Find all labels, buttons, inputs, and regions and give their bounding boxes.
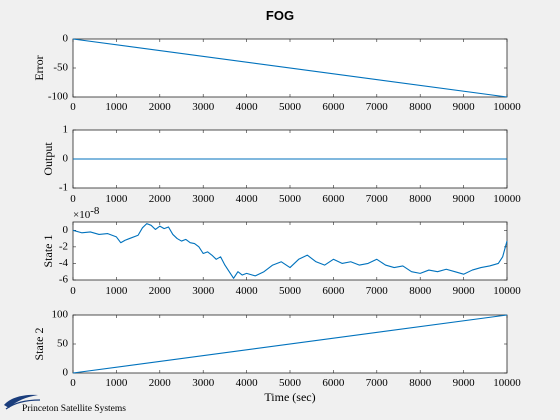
output-xtick-label-5: 5000: [279, 193, 302, 205]
output-xtick-label-10: 10000: [493, 193, 521, 205]
state2-y-axis-label: State 2: [32, 328, 46, 361]
error-xtick-label-10: 10000: [493, 101, 521, 113]
output-xtick-label-4: 4000: [236, 193, 259, 205]
error-series-line: [72, 38, 508, 98]
output-xtick-label-9: 9000: [453, 193, 476, 205]
state2-ytick-label-1: 50: [57, 338, 69, 350]
output-xtick-label-1: 1000: [105, 193, 128, 205]
state2-x-ticks: 0 1000 2000 3000 4000 5000 6000 7000 800…: [70, 377, 521, 389]
state1-xtick-label-1: 1000: [105, 285, 128, 297]
state1-exponent-label: ×10-8: [73, 205, 100, 221]
error-ytick-label-2: -100: [48, 91, 69, 103]
state2-xtick-label-5: 5000: [279, 377, 302, 389]
error-y-axis-label: Error: [32, 55, 46, 80]
error-xtick-label-2: 2000: [149, 101, 172, 113]
output-xtick-label-2: 2000: [149, 193, 172, 205]
state1-y-axis-label: State 1: [41, 235, 55, 268]
state2-xtick-label-7: 7000: [366, 377, 389, 389]
output-xtick-label-8: 8000: [409, 193, 432, 205]
subplot-error: 0 -50 -100 0 1000 2000 3000 4000 5000 60…: [32, 33, 521, 113]
state1-ytick-label-3: -6: [59, 274, 69, 286]
error-xtick-label-6: 6000: [322, 101, 345, 113]
state2-xtick-label-9: 9000: [453, 377, 476, 389]
pss-logo-arc-icon: [5, 399, 41, 410]
output-ytick-label-1: 0: [63, 153, 69, 165]
axes-state1-frame: [72, 221, 508, 281]
output-ytick-label-2: -1: [59, 182, 68, 194]
output-xtick-label-7: 7000: [366, 193, 389, 205]
error-xtick-label-8: 8000: [409, 101, 432, 113]
pss-logo-text: Princeton Satellite Systems: [22, 404, 126, 414]
subplot-state-2: 100 50 0 0 1000 2000 3000 4000 5000 6000…: [32, 309, 521, 389]
output-x-ticks: 0 1000 2000 3000 4000 5000 6000 7000 800…: [70, 193, 521, 205]
state1-ytick-label-0: 0: [63, 224, 69, 236]
state1-xtick-label-9: 9000: [453, 285, 476, 297]
output-y-axis-label: Output: [41, 142, 55, 176]
error-xtick-label-4: 4000: [236, 101, 259, 113]
state1-xtick-label-4: 4000: [236, 285, 259, 297]
state1-xtick-label-8: 8000: [409, 285, 432, 297]
error-xtick-label-7: 7000: [366, 101, 389, 113]
pss-logo: Princeton Satellite Systems: [4, 394, 126, 414]
error-x-ticks: 0 1000 2000 3000 4000 5000 6000 7000 800…: [70, 101, 521, 113]
output-y-ticks: 1 0 -1: [59, 124, 69, 194]
state2-xtick-label-4: 4000: [236, 377, 259, 389]
state1-xtick-label-10: 10000: [493, 285, 521, 297]
output-xtick-label-6: 6000: [322, 193, 345, 205]
error-xtick-label-1: 1000: [105, 101, 128, 113]
state2-xtick-label-2: 2000: [149, 377, 172, 389]
state1-series-line: [72, 223, 508, 279]
state2-series-line: [72, 314, 508, 374]
x-axis-label: Time (sec): [264, 390, 315, 404]
state2-ytick-label-2: 0: [63, 367, 69, 379]
state2-xtick-label-8: 8000: [409, 377, 432, 389]
subplot-output: 1 0 -1 0 1000 2000 3000 4000 5000 6000 7…: [41, 124, 521, 205]
state2-xtick-label-1: 1000: [105, 377, 128, 389]
output-xtick-label-3: 3000: [192, 193, 215, 205]
error-xtick-label-3: 3000: [192, 101, 215, 113]
state1-xtick-label-3: 3000: [192, 285, 215, 297]
state2-xtick-label-0: 0: [70, 377, 76, 389]
error-xtick-label-9: 9000: [453, 101, 476, 113]
state1-xtick-label-0: 0: [70, 285, 76, 297]
state1-ytick-label-1: -2: [59, 240, 68, 252]
error-xtick-label-5: 5000: [279, 101, 302, 113]
state2-y-ticks: 100 50 0: [52, 309, 69, 379]
figure-title: FOG: [266, 8, 294, 23]
subplot-state-1: ×10-8 0 -2 -4 -6 0 1000 2000 3000 4000 5…: [41, 205, 521, 297]
error-ytick-label-0: 0: [63, 33, 69, 45]
state2-xtick-label-3: 3000: [192, 377, 215, 389]
state2-xtick-label-10: 10000: [493, 377, 521, 389]
error-y-ticks: 0 -50 -100: [48, 33, 69, 103]
error-xtick-label-0: 0: [70, 101, 76, 113]
error-ytick-label-1: -50: [53, 62, 68, 74]
output-xtick-label-0: 0: [70, 193, 76, 205]
state2-xtick-label-6: 6000: [322, 377, 345, 389]
state1-xtick-label-5: 5000: [279, 285, 302, 297]
state1-xtick-label-6: 6000: [322, 285, 345, 297]
state1-y-ticks: 0 -2 -4 -6: [59, 224, 69, 286]
state1-x-ticks: 0 1000 2000 3000 4000 5000 6000 7000 800…: [70, 285, 521, 297]
state2-ytick-label-0: 100: [52, 309, 69, 321]
state1-xtick-label-2: 2000: [149, 285, 172, 297]
output-ytick-label-0: 1: [63, 124, 69, 136]
state1-xtick-label-7: 7000: [366, 285, 389, 297]
state1-ytick-label-2: -4: [59, 257, 69, 269]
